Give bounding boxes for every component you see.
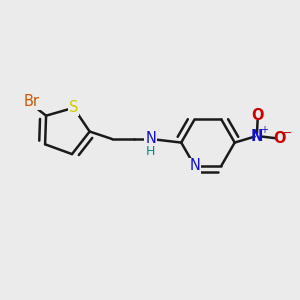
Text: N: N xyxy=(145,131,156,146)
Text: O: O xyxy=(274,130,286,146)
Text: Br: Br xyxy=(24,94,40,110)
Text: S: S xyxy=(69,100,78,115)
Text: H: H xyxy=(146,145,155,158)
Text: −: − xyxy=(283,128,292,138)
Text: N: N xyxy=(189,158,200,173)
Text: O: O xyxy=(251,108,264,123)
Text: +: + xyxy=(260,125,268,135)
Text: N: N xyxy=(251,129,263,144)
